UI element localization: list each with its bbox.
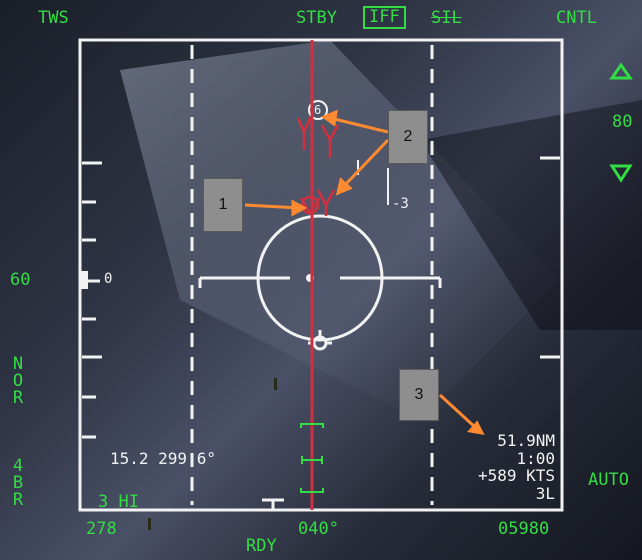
target-range: 51.9NM — [497, 431, 555, 450]
elevation-value: 80 — [612, 112, 633, 132]
target-aspect: 3L — [535, 483, 555, 503]
range-ticks-right — [540, 156, 560, 359]
callout-1: 1 — [203, 178, 243, 232]
elevation-zero-marker: 0 — [104, 271, 113, 287]
bullseye-readout: 15.2 299.6° — [110, 449, 216, 468]
acquisition-cursor — [308, 100, 328, 120]
cntl-label[interactable]: CNTL — [556, 8, 597, 28]
range-scale-value[interactable]: 60 — [10, 270, 31, 290]
triangle-up-icon — [609, 62, 633, 80]
elevation-up-button[interactable] — [608, 60, 634, 84]
hi-label: 3 HI — [98, 492, 139, 512]
radar-mode-label[interactable]: TWS — [38, 8, 69, 28]
bottom-right-value[interactable]: 05980 — [498, 519, 550, 539]
triangle-down-icon — [609, 164, 633, 183]
target-speed: +589 KTS — [477, 466, 555, 486]
contact-group-lower — [299, 189, 336, 216]
elevation-down-button[interactable] — [608, 162, 634, 186]
bottom-left-value[interactable]: 278 — [86, 519, 117, 539]
callout-arrows — [244, 109, 485, 435]
rdy-label: RDY — [246, 536, 277, 556]
iff-button[interactable]: IFF — [363, 6, 406, 29]
callout-2: 2 — [388, 110, 428, 164]
heading-value: 040° — [298, 519, 339, 539]
stby-label[interactable]: STBY — [296, 8, 337, 28]
target-info-block: 51.9NM 1:00 +589 KTS 3L — [478, 432, 555, 502]
range-ticks-left — [82, 161, 102, 439]
altitude-bottom-value: -3 — [392, 196, 409, 212]
callout-3: 3 — [399, 369, 439, 421]
target-time: 1:00 — [516, 448, 555, 468]
auto-label[interactable]: AUTO — [588, 470, 629, 490]
contact-group-upper — [296, 117, 340, 158]
scan-elevation-marks — [300, 423, 324, 493]
contact-number: 6 — [314, 103, 322, 117]
steering-circle — [256, 214, 384, 342]
sil-label[interactable]: SIL — [431, 8, 462, 28]
